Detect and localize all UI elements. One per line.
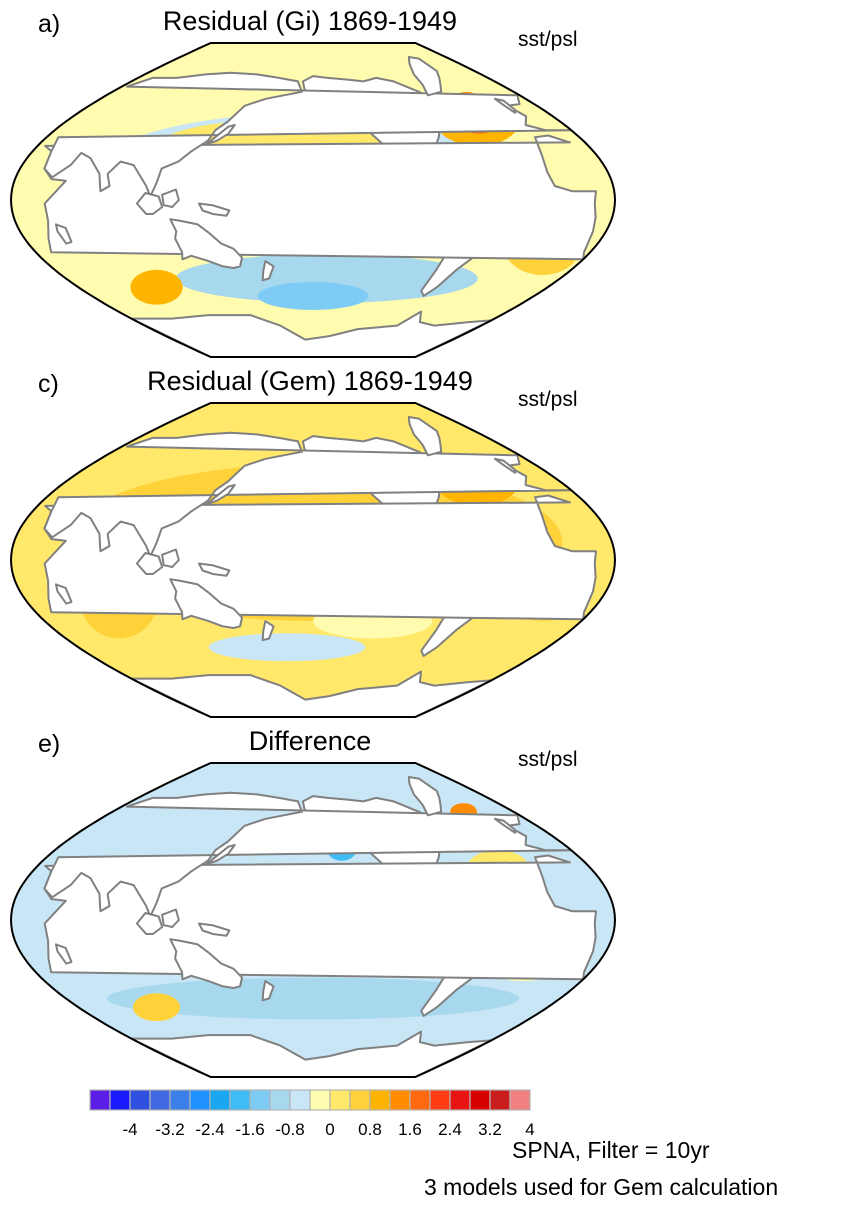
land-eurasia — [43, 431, 573, 558]
map-panel-a: a) Residual (Gi) 1869-1949 sst/psl — [0, 0, 843, 360]
colorbar-swatch — [329, 1089, 351, 1111]
land-nz — [261, 980, 275, 1002]
colorbar-labels: -4 -3.2 -2.4 -1.6 -0.8 0 0.8 1.6 2.4 3.2 4 — [88, 1120, 538, 1144]
land-borneo — [161, 908, 180, 928]
anomaly-region — [133, 993, 181, 1022]
footer-note: 3 models used for Gem calculation — [424, 1174, 779, 1200]
panel-variable: sst/psl — [518, 388, 578, 411]
anomaly-region — [208, 633, 366, 662]
world-map — [9, 42, 617, 358]
footer-note: SPNA, Filter = 10yr — [512, 1137, 710, 1163]
anomaly-region — [107, 977, 519, 1020]
land-greenland — [407, 56, 443, 97]
land-borneo — [161, 188, 180, 208]
colorbar-swatch — [189, 1089, 211, 1111]
land-japan — [205, 124, 236, 146]
colorbar-swatch — [129, 1089, 151, 1111]
colorbar-tick-label: 1.6 — [398, 1120, 422, 1139]
land-australia — [169, 938, 243, 989]
colorbar-swatch — [169, 1089, 191, 1111]
colorbar-swatch — [109, 1089, 131, 1111]
land-indonesia — [135, 552, 164, 575]
land-newguinea — [198, 202, 231, 217]
map-border — [9, 42, 617, 358]
land-madagascar — [55, 583, 73, 605]
panel-letter: c) — [38, 370, 59, 398]
colorbar-swatch — [289, 1089, 311, 1111]
colorbar-swatch — [349, 1089, 371, 1111]
world-map — [9, 402, 617, 718]
colorbar-swatch — [229, 1089, 251, 1111]
colorbar-tick-label: -3.2 — [155, 1120, 185, 1139]
land-eurasia — [43, 71, 573, 198]
map-border — [9, 402, 617, 718]
land-madagascar — [55, 943, 73, 965]
anomaly-region — [175, 254, 478, 303]
colorbar-swatch — [489, 1089, 511, 1111]
land-newguinea — [198, 922, 231, 937]
map-panel-e: e) Difference sst/psl — [0, 720, 843, 1080]
colorbar-swatch — [209, 1089, 231, 1111]
land-uk — [493, 457, 517, 474]
colorbar-swatch — [409, 1089, 431, 1111]
colorbar — [89, 1089, 531, 1111]
land-nz — [261, 260, 275, 282]
anomaly-region — [257, 281, 369, 310]
colorbar-tick-label: -2.4 — [195, 1120, 225, 1139]
land-borneo — [161, 548, 180, 568]
colorbar-swatch — [149, 1089, 171, 1111]
colorbar-tick-label: -1.6 — [235, 1120, 265, 1139]
land-greenland — [407, 776, 443, 817]
colorbar-swatch — [369, 1089, 391, 1111]
land-australia — [169, 578, 243, 629]
land-eurasia — [43, 791, 573, 918]
land-newguinea — [198, 562, 231, 577]
panel-variable: sst/psl — [518, 28, 578, 51]
colorbar-swatch — [449, 1089, 471, 1111]
colorbar-swatch — [509, 1089, 531, 1111]
land-japan — [205, 844, 236, 866]
panel-title: Residual (Gem) 1869-1949 — [147, 366, 473, 396]
colorbar-tick-label: 2.4 — [438, 1120, 462, 1139]
land-greenland — [407, 416, 443, 457]
colorbar-swatch — [429, 1089, 451, 1111]
colorbar-tick-label: -4 — [122, 1120, 138, 1139]
panel-letter: a) — [38, 10, 61, 38]
land-uk — [493, 97, 517, 114]
world-map — [9, 762, 617, 1078]
colorbar-swatch — [309, 1089, 331, 1111]
colorbar-swatch — [89, 1089, 111, 1111]
map-panel-c: c) Residual (Gem) 1869-1949 sst/psl — [0, 360, 843, 720]
colorbar-swatch — [469, 1089, 491, 1111]
colorbar-tick-label: 3.2 — [478, 1120, 502, 1139]
colorbar-swatch — [269, 1089, 291, 1111]
colorbar-tick-label: 4 — [525, 1120, 535, 1139]
panel-title: Difference — [248, 726, 372, 756]
land-nz — [261, 620, 275, 642]
colorbar-swatch — [249, 1089, 271, 1111]
colorbar-tick-label: 0 — [325, 1120, 335, 1139]
land-australia — [169, 218, 243, 269]
panel-variable: sst/psl — [518, 748, 578, 771]
colorbar-swatch — [389, 1089, 411, 1111]
colorbar-tick-label: 0.8 — [358, 1120, 382, 1139]
map-border — [9, 762, 617, 1078]
anomaly-region — [130, 269, 183, 305]
colorbar-tick-label: -0.8 — [275, 1120, 305, 1139]
land-japan — [205, 484, 236, 506]
land-indonesia — [135, 912, 164, 935]
land-madagascar — [55, 223, 73, 245]
land-indonesia — [135, 192, 164, 215]
panel-title: Residual (Gi) 1869-1949 — [162, 6, 458, 36]
panel-letter: e) — [38, 730, 61, 758]
land-uk — [493, 817, 517, 834]
